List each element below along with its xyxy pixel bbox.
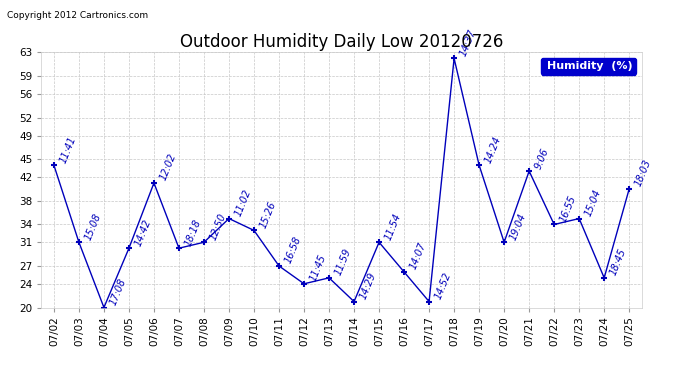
Text: Copyright 2012 Cartronics.com: Copyright 2012 Cartronics.com bbox=[7, 11, 148, 20]
Text: 15:08: 15:08 bbox=[83, 211, 103, 242]
Text: 12:50: 12:50 bbox=[208, 211, 228, 242]
Title: Outdoor Humidity Daily Low 20120726: Outdoor Humidity Daily Low 20120726 bbox=[180, 33, 503, 51]
Text: 18:18: 18:18 bbox=[183, 217, 203, 248]
Text: 19:04: 19:04 bbox=[509, 211, 528, 242]
Text: 12:02: 12:02 bbox=[158, 152, 178, 182]
Text: 11:54: 11:54 bbox=[383, 211, 403, 242]
Text: 14:07: 14:07 bbox=[408, 241, 428, 271]
Text: 18:03: 18:03 bbox=[633, 158, 653, 188]
Text: 18:45: 18:45 bbox=[609, 247, 628, 277]
Text: 9:06: 9:06 bbox=[533, 146, 551, 170]
Text: 15:04: 15:04 bbox=[583, 188, 603, 218]
Text: 14:24: 14:24 bbox=[483, 135, 503, 164]
Text: 11:45: 11:45 bbox=[308, 253, 328, 283]
Text: 14:42: 14:42 bbox=[133, 217, 153, 248]
Text: 14:52: 14:52 bbox=[433, 271, 453, 301]
Text: 14:29: 14:29 bbox=[358, 271, 378, 301]
Text: 16:55: 16:55 bbox=[558, 194, 578, 224]
Text: 11:02: 11:02 bbox=[233, 188, 253, 218]
Text: 11:41: 11:41 bbox=[58, 135, 78, 164]
Legend: Humidity  (%): Humidity (%) bbox=[540, 58, 636, 75]
Text: 16:58: 16:58 bbox=[283, 235, 303, 265]
Text: 14:37: 14:37 bbox=[458, 28, 478, 58]
Text: 11:59: 11:59 bbox=[333, 247, 353, 277]
Text: 15:26: 15:26 bbox=[258, 200, 278, 230]
Text: 17:08: 17:08 bbox=[108, 277, 128, 307]
